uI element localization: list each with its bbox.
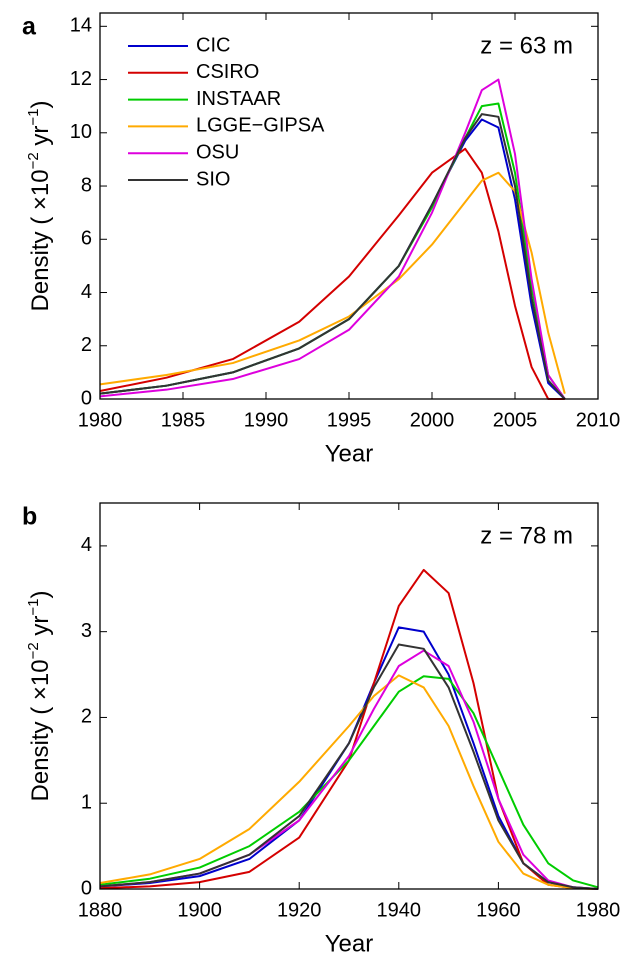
series-line — [99, 643, 599, 890]
y-axis-label-part: ) — [27, 101, 54, 109]
x-tick-label: 1960 — [476, 899, 521, 921]
x-tick-label: 1900 — [177, 899, 222, 921]
x-tick-label: 2005 — [493, 409, 538, 431]
series-line — [99, 78, 566, 400]
y-axis-label-part: Density ( ×10 — [27, 169, 54, 311]
legend-label: CSIRO — [196, 61, 259, 83]
y-axis-label-part: −2 — [25, 152, 42, 169]
y-axis-label-part: yr — [27, 126, 54, 153]
y-axis-label-part: Density ( ×10 — [27, 659, 54, 801]
y-tick-label: 2 — [81, 334, 92, 356]
x-tick-label: 1995 — [327, 409, 372, 431]
y-tick-label: 14 — [70, 15, 92, 37]
x-tick-label: 1920 — [277, 899, 322, 921]
panel-letter: b — [22, 503, 37, 531]
y-tick-label: 4 — [81, 281, 92, 303]
legend-label: INSTAAR — [196, 88, 281, 110]
legend-label: CIC — [196, 34, 230, 56]
y-tick-label: 10 — [70, 121, 92, 143]
x-tick-label: 1985 — [161, 409, 206, 431]
x-tick-label: 1980 — [78, 409, 123, 431]
y-tick-label: 3 — [81, 620, 92, 642]
series-line — [99, 674, 599, 890]
series-line — [99, 113, 566, 400]
series-line — [99, 675, 599, 889]
y-tick-label: 12 — [70, 68, 92, 90]
y-axis-label: Density ( ×10−2 yr−1) — [25, 591, 55, 802]
x-tick-label: 1990 — [244, 409, 289, 431]
annotation: z = 78 m — [480, 522, 573, 549]
y-tick-label: 2 — [81, 706, 92, 728]
plot-frame — [99, 502, 599, 890]
x-tick-label: 1880 — [78, 899, 123, 921]
y-axis-label-part: −1 — [25, 109, 42, 126]
series-line — [99, 147, 565, 400]
series-line — [99, 568, 599, 890]
y-axis-label-part: −1 — [25, 599, 42, 616]
y-tick-label: 4 — [81, 534, 92, 556]
legend-label: LGGE−GIPSA — [196, 115, 325, 137]
legend-label: SIO — [196, 168, 230, 190]
x-tick-label: 1980 — [576, 899, 621, 921]
x-tick-label: 1940 — [377, 899, 422, 921]
x-tick-label: 2000 — [410, 409, 455, 431]
series-line — [99, 649, 599, 890]
legend-label: OSU — [196, 141, 239, 163]
y-tick-label: 0 — [81, 877, 92, 899]
y-tick-label: 8 — [81, 174, 92, 196]
y-axis-label-part: −2 — [25, 642, 42, 659]
series-line — [99, 171, 566, 394]
plot-frame — [99, 12, 599, 400]
series-line — [99, 102, 566, 400]
y-tick-label: 6 — [81, 228, 92, 250]
series-line — [99, 118, 566, 400]
y-tick-label: 0 — [81, 387, 92, 409]
x-tick-label: 2010 — [576, 409, 621, 431]
annotation: z = 63 m — [480, 32, 573, 59]
panel-letter: a — [22, 13, 37, 41]
y-axis-label-part: yr — [27, 616, 54, 643]
y-tick-label: 1 — [81, 792, 92, 814]
y-axis-label: Density ( ×10−2 yr−1) — [25, 101, 55, 312]
x-axis-label: Year — [325, 930, 374, 955]
x-axis-label: Year — [325, 440, 374, 467]
y-axis-label-part: ) — [27, 591, 54, 599]
